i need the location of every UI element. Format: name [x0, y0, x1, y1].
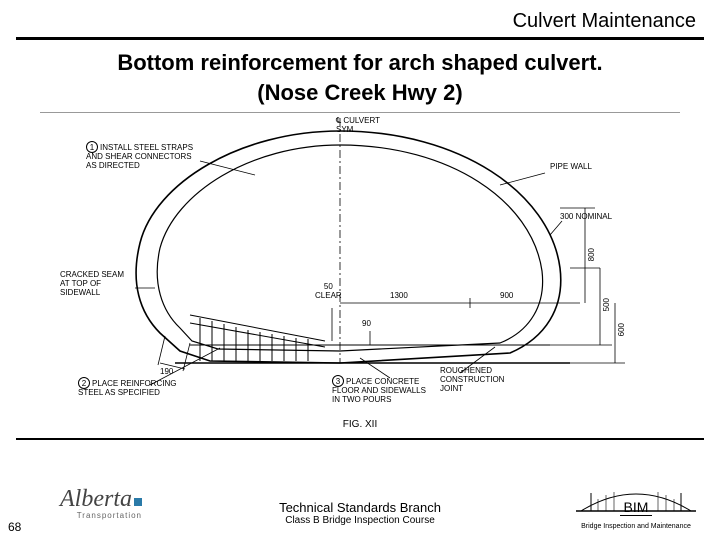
label-cracked-seam: CRACKED SEAM AT TOP OF SIDEWALL [60, 271, 124, 297]
dim-500: 500 [602, 298, 611, 311]
bim-full: Bridge Inspection and Maintenance [576, 523, 696, 530]
alberta-logo: Alberta Transportation [60, 486, 142, 520]
label-300-nominal: 300 NOMINAL [560, 213, 612, 222]
rule-bottom [16, 438, 704, 440]
branch-name: Technical Standards Branch [279, 500, 441, 515]
figure-caption: FIG. XII [343, 419, 377, 430]
label-culvert-sym: ℄ CULVERT SYM [336, 117, 380, 135]
callout-3: 3PLACE CONCRETE FLOOR AND SIDEWALLS IN T… [332, 375, 426, 405]
label-roughened: ROUGHENED CONSTRUCTION JOINT [440, 367, 504, 393]
footer-center: Technical Standards Branch Class B Bridg… [279, 500, 441, 526]
callout-1: 1INSTALL STEEL STRAPS AND SHEAR CONNECTO… [86, 141, 193, 171]
label-pipe-wall: PIPE WALL [550, 163, 592, 172]
dim-900: 900 [500, 291, 513, 300]
dim-190: 190 [160, 367, 173, 376]
dim-600: 600 [617, 323, 626, 336]
label-50-clear: 50 CLEAR [315, 283, 342, 301]
engineering-figure: ℄ CULVERT SYM 1INSTALL STEEL STRAPS AND … [40, 112, 680, 432]
page-number: 68 [8, 520, 21, 534]
slide-title-line1: Bottom reinforcement for arch shaped cul… [0, 40, 720, 80]
bim-logo: BIM Bridge Inspection and Maintenance [576, 483, 696, 530]
dim-800: 800 [587, 248, 596, 261]
footer: 68 Alberta Transportation Technical Stan… [0, 472, 720, 540]
bim-acronym: BIM [620, 499, 653, 516]
dim-1300: 1300 [390, 291, 408, 300]
dim-90: 90 [362, 319, 371, 328]
slide-title-line2: (Nose Creek Hwy 2) [0, 80, 720, 112]
section-header: Culvert Maintenance [0, 0, 720, 37]
callout-2: 2PLACE REINFORCING STEEL AS SPECIFIED [78, 377, 176, 398]
course-name: Class B Bridge Inspection Course [279, 515, 441, 526]
